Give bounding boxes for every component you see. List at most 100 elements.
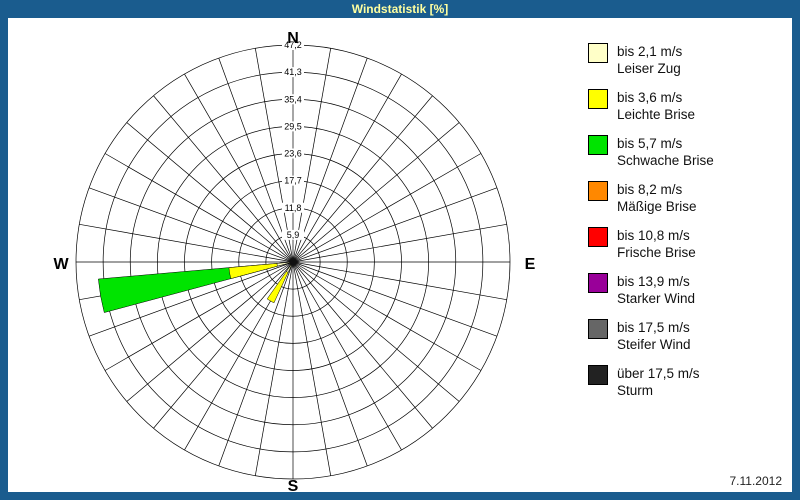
grid-spoke — [88, 261, 294, 337]
legend-name-label: Frische Brise — [617, 245, 696, 260]
grid-spoke — [292, 122, 460, 263]
grid-spoke — [292, 261, 368, 467]
tick-label-bg — [282, 94, 304, 105]
legend-speed-label: bis 5,7 m/s — [617, 136, 683, 151]
grid-spoke — [292, 223, 507, 263]
grid-spoke — [218, 261, 294, 467]
legend-name-label: Leiser Zug — [617, 61, 681, 76]
grid-spoke — [292, 57, 368, 263]
window-title: Windstatistik [%] — [351, 2, 449, 16]
tick-label-bg — [282, 148, 304, 159]
wind-wedge — [276, 261, 294, 267]
window-titlebar: Windstatistik [%] — [0, 0, 800, 18]
legend-label: bis 10,8 m/s Frische Brise — [617, 227, 696, 261]
legend-speed-label: bis 13,9 m/s — [617, 274, 690, 289]
legend-label: bis 2,1 m/s Leiser Zug — [617, 43, 682, 77]
grid-spoke — [184, 73, 294, 263]
grid-spoke — [292, 261, 402, 451]
radial-tick-label: 41,3 — [284, 67, 302, 77]
wind-wedge — [228, 261, 294, 279]
grid-spoke — [292, 261, 332, 476]
tick-label-bg — [282, 40, 304, 50]
legend-item: bis 2,1 m/s Leiser Zug — [588, 43, 714, 77]
legend-label: bis 3,6 m/s Leichte Brise — [617, 89, 695, 123]
tick-label-bg — [282, 175, 304, 186]
tick-label-bg — [282, 67, 304, 78]
grid-spoke — [254, 48, 294, 263]
legend-swatch — [588, 273, 608, 293]
legend-swatch — [588, 227, 608, 247]
legend: bis 2,1 m/s Leiser Zug bis 3,6 m/s Leichte … — [588, 43, 714, 411]
legend-label: bis 13,9 m/s Starker Wind — [617, 273, 695, 307]
grid-spoke — [254, 261, 294, 476]
legend-item: bis 17,5 m/s Steifer Wind — [588, 319, 714, 353]
grid-spoke — [292, 48, 332, 263]
grid-spoke — [218, 57, 294, 263]
compass-label-west: W — [53, 256, 69, 273]
grid-spoke — [153, 261, 294, 429]
legend-swatch — [588, 43, 608, 63]
grid-spoke — [292, 261, 507, 301]
legend-item: bis 5,7 m/s Schwache Brise — [588, 135, 714, 169]
compass-label-north: N — [287, 30, 299, 47]
radial-tick-label: 29,5 — [284, 121, 302, 131]
legend-speed-label: bis 17,5 m/s — [617, 320, 690, 335]
tick-label-bg — [282, 229, 304, 240]
legend-item: über 17,5 m/s Sturm — [588, 365, 714, 399]
wind-wedge — [266, 261, 294, 304]
grid-spoke — [292, 261, 433, 429]
legend-name-label: Steifer Wind — [617, 337, 691, 352]
legend-speed-label: bis 3,6 m/s — [617, 90, 683, 105]
grid-spoke — [104, 153, 294, 263]
grid-spoke — [126, 261, 294, 402]
compass-label-east: E — [524, 256, 536, 273]
legend-label: bis 17,5 m/s Steifer Wind — [617, 319, 691, 353]
legend-speed-label: bis 10,8 m/s — [617, 228, 690, 243]
grid-spoke — [292, 261, 460, 402]
radial-tick-label: 17,7 — [284, 176, 302, 186]
legend-name-label: Leichte Brise — [617, 107, 696, 122]
legend-label: bis 5,7 m/s Schwache Brise — [617, 135, 714, 169]
grid-spoke — [126, 122, 294, 263]
legend-name-label: Schwache Brise — [617, 153, 714, 168]
grid-spoke — [292, 73, 402, 263]
legend-label: bis 8,2 m/s Mäßige Brise — [617, 181, 697, 215]
legend-speed-label: über 17,5 m/s — [617, 366, 700, 381]
legend-speed-label: bis 8,2 m/s — [617, 182, 683, 197]
tick-label-bg — [282, 202, 304, 213]
grid-spoke — [292, 261, 498, 337]
legend-swatch — [588, 319, 608, 339]
center-dot — [289, 258, 297, 266]
chart-area: 5,9 11,8 17,7 23,6 29,5 35,4 41,3 47,2 N S W E … — [8, 18, 792, 495]
legend-label: über 17,5 m/s Sturm — [617, 365, 700, 399]
radial-tick-label: 23,6 — [284, 149, 302, 159]
grid-spoke — [79, 223, 294, 263]
legend-name-label: Sturm — [617, 383, 654, 398]
legend-item: bis 3,6 m/s Leichte Brise — [588, 89, 714, 123]
grid-spoke — [88, 187, 294, 263]
grid-spoke — [153, 95, 294, 263]
legend-item: bis 10,8 m/s Frische Brise — [588, 227, 714, 261]
grid-spoke — [292, 153, 482, 263]
legend-swatch — [588, 135, 608, 155]
legend-name-label: Starker Wind — [617, 291, 696, 306]
grid-spoke — [292, 187, 498, 263]
radial-tick-label: 35,4 — [284, 94, 302, 104]
grid-spoke — [292, 95, 433, 263]
date-label: 7.11.2012 — [729, 474, 783, 488]
legend-speed-label: bis 2,1 m/s — [617, 44, 683, 59]
legend-swatch — [588, 89, 608, 109]
radial-tick-label: 5,9 — [287, 230, 300, 240]
legend-swatch — [588, 181, 608, 201]
tick-label-bg — [282, 121, 304, 132]
legend-swatch — [588, 365, 608, 385]
legend-name-label: Mäßige Brise — [617, 199, 697, 214]
legend-item: bis 8,2 m/s Mäßige Brise — [588, 181, 714, 215]
compass-label-south: S — [287, 478, 299, 495]
grid-spoke — [104, 261, 294, 371]
radial-tick-label: 11,8 — [285, 203, 302, 213]
windrose-chart: 5,9 11,8 17,7 23,6 29,5 35,4 41,3 47,2 — [75, 40, 511, 480]
legend-item: bis 13,9 m/s Starker Wind — [588, 273, 714, 307]
grid-spoke — [292, 261, 482, 371]
